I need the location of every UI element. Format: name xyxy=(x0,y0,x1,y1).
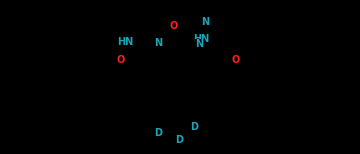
Text: O: O xyxy=(231,55,240,65)
Text: O: O xyxy=(170,21,178,31)
Text: HN: HN xyxy=(118,37,134,47)
Text: N: N xyxy=(201,17,209,27)
Text: D: D xyxy=(175,135,183,145)
Text: O: O xyxy=(117,55,125,65)
Text: N: N xyxy=(154,38,163,48)
Text: N: N xyxy=(195,39,204,49)
Text: D: D xyxy=(154,128,163,138)
Text: D: D xyxy=(190,122,199,132)
Text: HN: HN xyxy=(193,34,209,43)
